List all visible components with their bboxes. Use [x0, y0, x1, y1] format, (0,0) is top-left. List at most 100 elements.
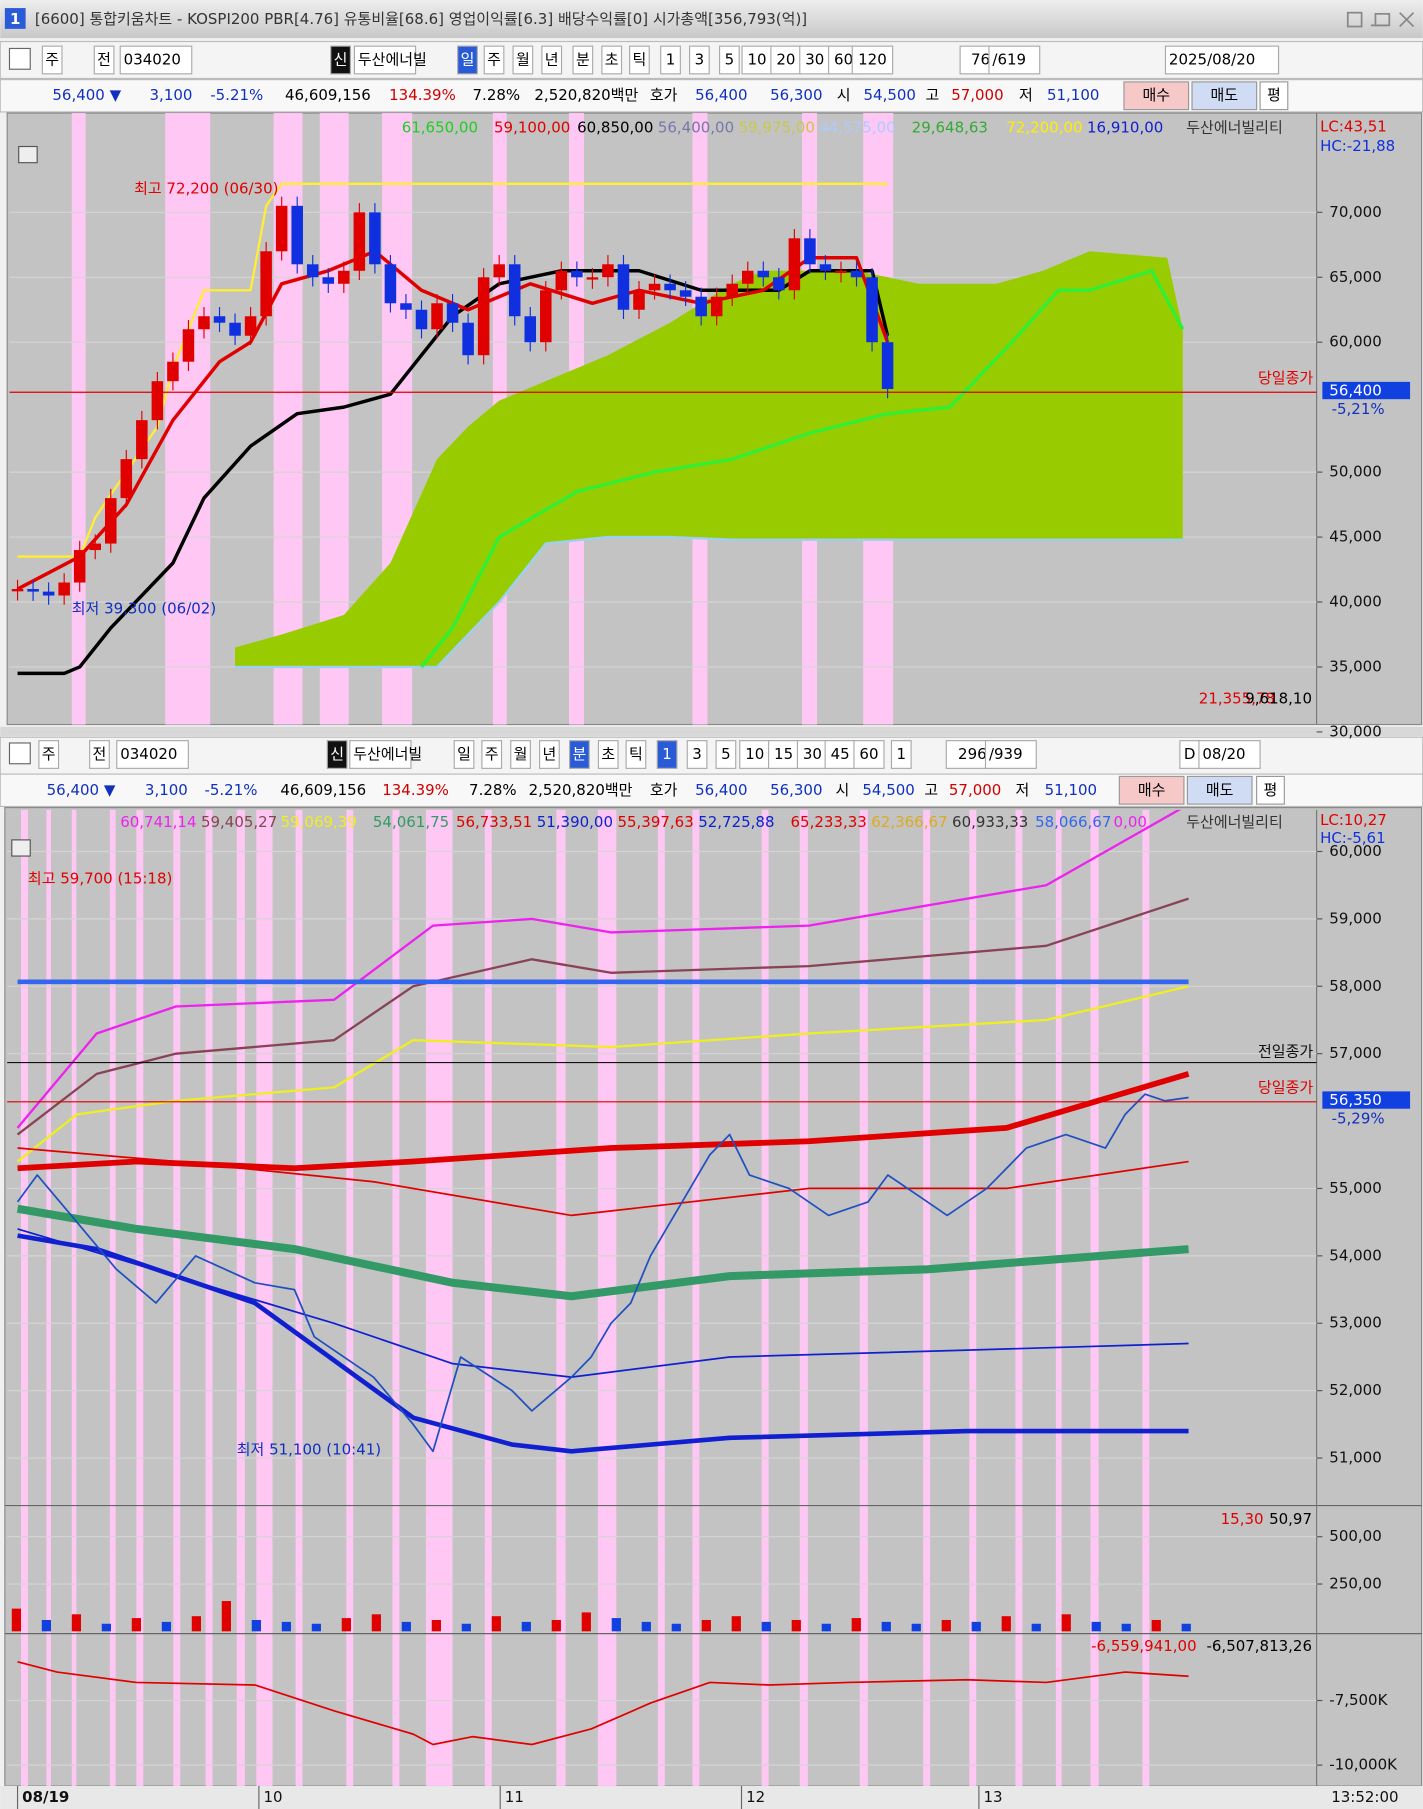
- window-controls[interactable]: [1346, 11, 1415, 28]
- order-button[interactable]: [1186, 775, 1253, 805]
- toolbar-button[interactable]: [1164, 45, 1280, 75]
- order-button[interactable]: [1118, 775, 1185, 805]
- toolbar-item[interactable]: 5: [721, 745, 731, 763]
- toolbar-button[interactable]: [41, 45, 63, 75]
- order-button[interactable]: [1256, 775, 1285, 805]
- toolbar-item[interactable]: 60: [859, 745, 878, 763]
- toolbar-item[interactable]: 10: [748, 50, 767, 68]
- quote-item[interactable]: 평: [1267, 86, 1281, 104]
- toolbar-button[interactable]: [799, 45, 831, 75]
- toolbar-item[interactable]: 틱: [632, 50, 646, 68]
- toolbar-item[interactable]: 신: [334, 50, 348, 68]
- toolbar-item[interactable]: 1: [662, 745, 672, 763]
- toolbar-button[interactable]: [483, 45, 505, 75]
- quote-item[interactable]: 평: [1264, 781, 1278, 799]
- toolbar-item[interactable]: 60: [834, 50, 853, 68]
- toolbar-item[interactable]: /619: [992, 50, 1026, 68]
- toolbar-item[interactable]: 10: [745, 745, 764, 763]
- quote-item[interactable]: 매도: [1206, 781, 1234, 799]
- toolbar-item[interactable]: 년: [545, 50, 559, 68]
- toolbar-button[interactable]: [349, 740, 412, 769]
- toolbar-button[interactable]: [539, 740, 560, 769]
- toolbar-item[interactable]: 3: [692, 745, 702, 763]
- toolbar-button[interactable]: [601, 45, 623, 75]
- toolbar-item[interactable]: 일: [461, 50, 475, 68]
- toolbar-button[interactable]: [353, 45, 417, 75]
- toolbar-item[interactable]: D: [1184, 745, 1196, 763]
- toolbar-button[interactable]: [597, 740, 619, 769]
- toolbar-item[interactable]: 5: [725, 50, 735, 68]
- toolbar-button[interactable]: [890, 740, 912, 769]
- toolbar-item[interactable]: 초: [605, 50, 619, 68]
- toolbar-item[interactable]: 두산에너빌: [353, 745, 422, 763]
- toolbar-button[interactable]: [715, 740, 737, 769]
- toolbar-button[interactable]: [572, 45, 594, 75]
- toolbar-item[interactable]: 15: [774, 745, 793, 763]
- toolbar-item[interactable]: 전: [97, 50, 111, 68]
- toolbar-button[interactable]: [453, 740, 475, 769]
- toolbar-button[interactable]: [330, 45, 351, 75]
- toolbar-item[interactable]: 1: [666, 50, 676, 68]
- toolbar-item[interactable]: 76: [971, 50, 990, 68]
- toolbar-item[interactable]: 년: [543, 745, 557, 763]
- toolbar-button[interactable]: [541, 45, 563, 75]
- toolbar-item[interactable]: 전: [93, 745, 107, 763]
- toolbar-button[interactable]: [457, 45, 478, 75]
- toolbar-item[interactable]: 분: [576, 50, 590, 68]
- order-button[interactable]: [1191, 81, 1258, 111]
- toolbar-item[interactable]: 두산에너빌: [358, 50, 427, 68]
- toolbar-item[interactable]: 30: [805, 50, 824, 68]
- toolbar-button[interactable]: [718, 45, 740, 75]
- toolbar-button[interactable]: [512, 45, 534, 75]
- toolbar-item[interactable]: 월: [514, 745, 528, 763]
- toolbar-button[interactable]: [984, 740, 1037, 769]
- toolbar-item[interactable]: 분: [573, 745, 587, 763]
- toolbar-item[interactable]: 3: [695, 50, 705, 68]
- toolbar-item[interactable]: 034020: [124, 50, 181, 68]
- toolbar-item[interactable]: 월: [516, 50, 530, 68]
- toolbar-item[interactable]: 주: [45, 50, 59, 68]
- toolbar-item[interactable]: 08/20: [1202, 745, 1245, 763]
- toolbar-item[interactable]: 45: [831, 745, 850, 763]
- toolbar-button[interactable]: [686, 740, 708, 769]
- toolbar-button[interactable]: [988, 45, 1041, 75]
- toolbar-button[interactable]: [38, 740, 60, 769]
- toolbar-item[interactable]: 1: [897, 745, 907, 763]
- toolbar-button[interactable]: [326, 740, 348, 769]
- toolbar-item[interactable]: 주: [42, 745, 56, 763]
- toolbar-button[interactable]: [569, 740, 590, 769]
- toolbar-button[interactable]: [629, 45, 650, 75]
- toolbar-item[interactable]: 30: [803, 745, 822, 763]
- toolbar-item[interactable]: 신: [330, 745, 344, 763]
- toolbar-item[interactable]: 틱: [629, 745, 643, 763]
- quote-item[interactable]: 매수: [1138, 781, 1166, 799]
- toolbar-button[interactable]: [853, 740, 885, 769]
- toolbar-button[interactable]: [689, 45, 710, 75]
- toolbar-button[interactable]: [959, 45, 991, 75]
- toolbar-item[interactable]: 초: [601, 745, 615, 763]
- toolbar-button[interactable]: [93, 45, 115, 75]
- order-button[interactable]: [1259, 81, 1289, 111]
- toolbar-item[interactable]: /939: [989, 745, 1023, 763]
- toolbar-button[interactable]: [768, 740, 800, 769]
- quote-item[interactable]: 매도: [1211, 86, 1239, 104]
- toolbar-button[interactable]: [656, 740, 678, 769]
- toolbar-button[interactable]: [741, 45, 773, 75]
- toolbar-button[interactable]: [116, 740, 189, 769]
- toolbar-item[interactable]: 주: [485, 745, 499, 763]
- toolbar-button[interactable]: [851, 45, 894, 75]
- toolbar-item[interactable]: 296: [958, 745, 987, 763]
- toolbar-button[interactable]: [625, 740, 647, 769]
- toolbar-button[interactable]: [739, 740, 771, 769]
- toolbar-item[interactable]: 034020: [120, 745, 177, 763]
- toolbar-item[interactable]: 20: [776, 50, 795, 68]
- toolbar-button[interactable]: [119, 45, 193, 75]
- toolbar-button[interactable]: [510, 740, 531, 769]
- toolbar-button[interactable]: [89, 740, 110, 769]
- toolbar-button[interactable]: [660, 45, 681, 75]
- order-button[interactable]: [1123, 81, 1190, 111]
- toolbar-item[interactable]: 일: [457, 745, 471, 763]
- toolbar-button[interactable]: [796, 740, 829, 769]
- toolbar-button[interactable]: [770, 45, 802, 75]
- quote-item[interactable]: 매수: [1142, 86, 1170, 104]
